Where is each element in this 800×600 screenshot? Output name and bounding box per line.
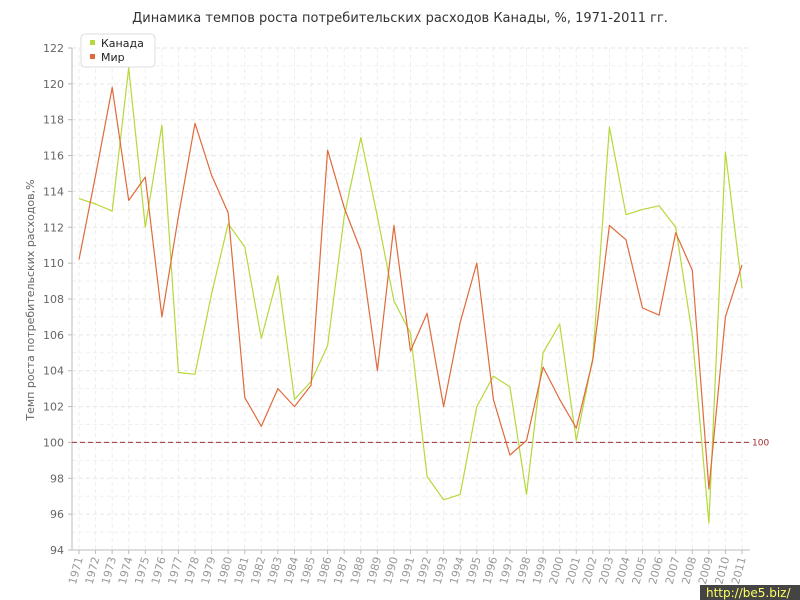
y-tick-label: 102 [43, 401, 64, 414]
y-tick-label: 98 [50, 472, 64, 485]
y-tick-label: 116 [43, 150, 64, 163]
y-tick-label: 94 [50, 544, 64, 557]
watermark-text: http://be5.biz/ [706, 586, 791, 600]
y-tick-label: 100 [43, 436, 64, 449]
y-tick-label: 120 [43, 78, 64, 91]
watermark-group: http://be5.biz/ [700, 585, 800, 600]
chart-title: Динамика темпов роста потребительских ра… [132, 11, 668, 26]
legend-label: Канада [101, 37, 144, 50]
y-tick-label: 114 [43, 185, 64, 198]
reference-line-label: 100 [752, 438, 769, 448]
y-tick-label: 122 [43, 42, 64, 55]
legend-swatch [90, 54, 95, 59]
series-line-world [78, 86, 743, 490]
y-tick-label: 108 [43, 293, 64, 306]
y-axis-label: Темп роста потребительских расходов,% [24, 179, 37, 421]
y-tick-label: 112 [43, 221, 64, 234]
series-group [78, 67, 743, 524]
y-tick-label: 110 [43, 257, 64, 270]
y-tick-label: 104 [43, 365, 64, 378]
legend-box [80, 33, 156, 68]
y-tick-label: 118 [43, 114, 64, 127]
y-tick-label: 96 [50, 508, 64, 521]
y-tick-label: 106 [43, 329, 64, 342]
grid [72, 47, 750, 551]
series-line-canada [78, 67, 743, 524]
legend-swatch [90, 40, 95, 45]
reference-line-group: 100 [72, 438, 769, 448]
watermark-background [700, 585, 800, 600]
legend-label: Мир [101, 51, 125, 64]
y-axis-ticks: 94 96 98 100 102 104 106 108 110 112 114 116 118 120 1… [43, 42, 72, 557]
